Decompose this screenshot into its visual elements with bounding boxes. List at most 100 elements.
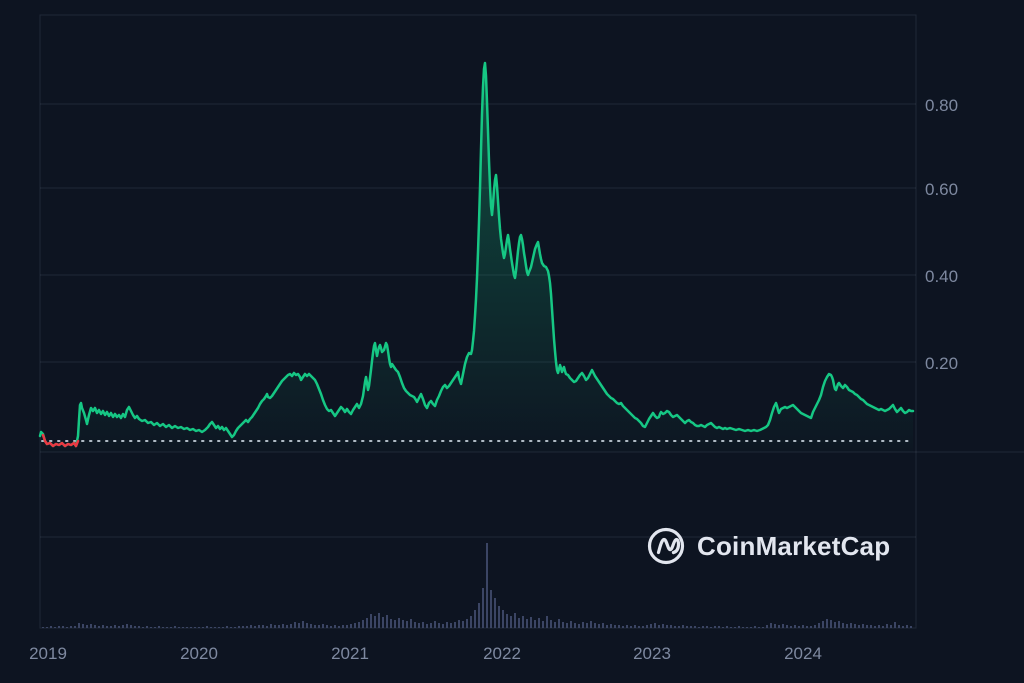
volume-bar bbox=[62, 626, 64, 628]
y-axis-label: 0.60 bbox=[925, 180, 959, 199]
volume-bar bbox=[466, 619, 468, 628]
volume-bar bbox=[138, 626, 140, 628]
volume-bar bbox=[462, 621, 464, 628]
volume-bar bbox=[278, 625, 280, 628]
volume-bar bbox=[622, 626, 624, 628]
volume-bar bbox=[778, 625, 780, 628]
volume-bar bbox=[438, 623, 440, 628]
volume-bar bbox=[562, 622, 564, 628]
volume-bar bbox=[262, 625, 264, 628]
volume-bar bbox=[762, 627, 764, 628]
volume-bar bbox=[382, 617, 384, 628]
volume-bar bbox=[678, 626, 680, 628]
volume-bar bbox=[674, 626, 676, 628]
volume-bar bbox=[254, 626, 256, 628]
volume-bar bbox=[626, 625, 628, 628]
x-axis-label: 2024 bbox=[784, 644, 822, 663]
volume-bar bbox=[162, 627, 164, 628]
volume-bar bbox=[814, 625, 816, 628]
volume-bar bbox=[186, 627, 188, 628]
x-axis-label: 2019 bbox=[29, 644, 67, 663]
volume-bar bbox=[398, 618, 400, 628]
volume-bar bbox=[458, 620, 460, 628]
coinmarketcap-logo-icon bbox=[647, 527, 685, 565]
volume-bar bbox=[582, 622, 584, 628]
volume-bar bbox=[482, 588, 484, 628]
volume-bar bbox=[242, 626, 244, 628]
volume-bar bbox=[110, 626, 112, 628]
volume-bar bbox=[486, 543, 488, 628]
volume-bar bbox=[54, 627, 56, 628]
volume-bar bbox=[698, 627, 700, 628]
volume-bar bbox=[82, 624, 84, 628]
volume-bar bbox=[670, 625, 672, 628]
volume-bar bbox=[514, 613, 516, 628]
volume-bar bbox=[710, 627, 712, 628]
volume-bar bbox=[882, 626, 884, 628]
volume-bar bbox=[734, 627, 736, 628]
volume-bar bbox=[750, 627, 752, 628]
volume-bar bbox=[730, 627, 732, 628]
volume-bar bbox=[342, 625, 344, 628]
volume-bar bbox=[906, 625, 908, 628]
volume-bar bbox=[590, 621, 592, 628]
volume-bar bbox=[366, 618, 368, 628]
volume-bar bbox=[118, 626, 120, 628]
volume-bar bbox=[826, 619, 828, 628]
volume-bar bbox=[846, 624, 848, 628]
volume-bar bbox=[706, 626, 708, 628]
volume-bar bbox=[258, 625, 260, 628]
volume-bar bbox=[214, 627, 216, 628]
volume-bar bbox=[658, 625, 660, 628]
volume-bar bbox=[842, 623, 844, 628]
volume-bar bbox=[738, 626, 740, 628]
volume-bar bbox=[378, 613, 380, 628]
volume-bar bbox=[422, 622, 424, 628]
volume-bar bbox=[522, 616, 524, 628]
volume-bar bbox=[818, 623, 820, 628]
volume-bar bbox=[726, 626, 728, 628]
volume-bar bbox=[782, 624, 784, 628]
volume-bar bbox=[98, 626, 100, 628]
volume-bar bbox=[810, 626, 812, 628]
volume-bar bbox=[786, 625, 788, 628]
volume-bar bbox=[146, 626, 148, 628]
volume-bar bbox=[454, 622, 456, 628]
volume-bar bbox=[94, 625, 96, 628]
volume-bar bbox=[290, 624, 292, 628]
volume-bar bbox=[126, 624, 128, 628]
volume-bar bbox=[238, 626, 240, 628]
volume-bar bbox=[202, 627, 204, 628]
volume-bar bbox=[854, 624, 856, 628]
volume-bar bbox=[686, 626, 688, 628]
x-axis-label: 2020 bbox=[180, 644, 218, 663]
volume-bar bbox=[534, 620, 536, 628]
volume-bar bbox=[182, 627, 184, 628]
volume-bar bbox=[574, 623, 576, 628]
price-line-below-start bbox=[41, 433, 80, 448]
volume-bar bbox=[270, 624, 272, 628]
volume-bar bbox=[878, 625, 880, 628]
volume-bar bbox=[742, 627, 744, 628]
volume-bar bbox=[322, 624, 324, 628]
volume-bar bbox=[714, 626, 716, 628]
volume-bar bbox=[662, 624, 664, 628]
volume-bar bbox=[246, 626, 248, 628]
volume-bar bbox=[830, 620, 832, 628]
volume-bar bbox=[530, 617, 532, 628]
volume-bar bbox=[650, 624, 652, 628]
volume-bar bbox=[874, 626, 876, 628]
volume-bar bbox=[642, 626, 644, 628]
volume-bar bbox=[286, 625, 288, 628]
volume-bar bbox=[702, 626, 704, 628]
y-axis-label: 0.80 bbox=[925, 96, 959, 115]
volume-bar bbox=[566, 623, 568, 628]
volume-bar bbox=[86, 625, 88, 628]
volume-bar bbox=[390, 619, 392, 628]
volume-bar bbox=[690, 626, 692, 628]
volume-bar bbox=[318, 625, 320, 628]
volume-bar bbox=[594, 623, 596, 628]
volume-bar bbox=[338, 626, 340, 628]
volume-bar bbox=[90, 624, 92, 628]
